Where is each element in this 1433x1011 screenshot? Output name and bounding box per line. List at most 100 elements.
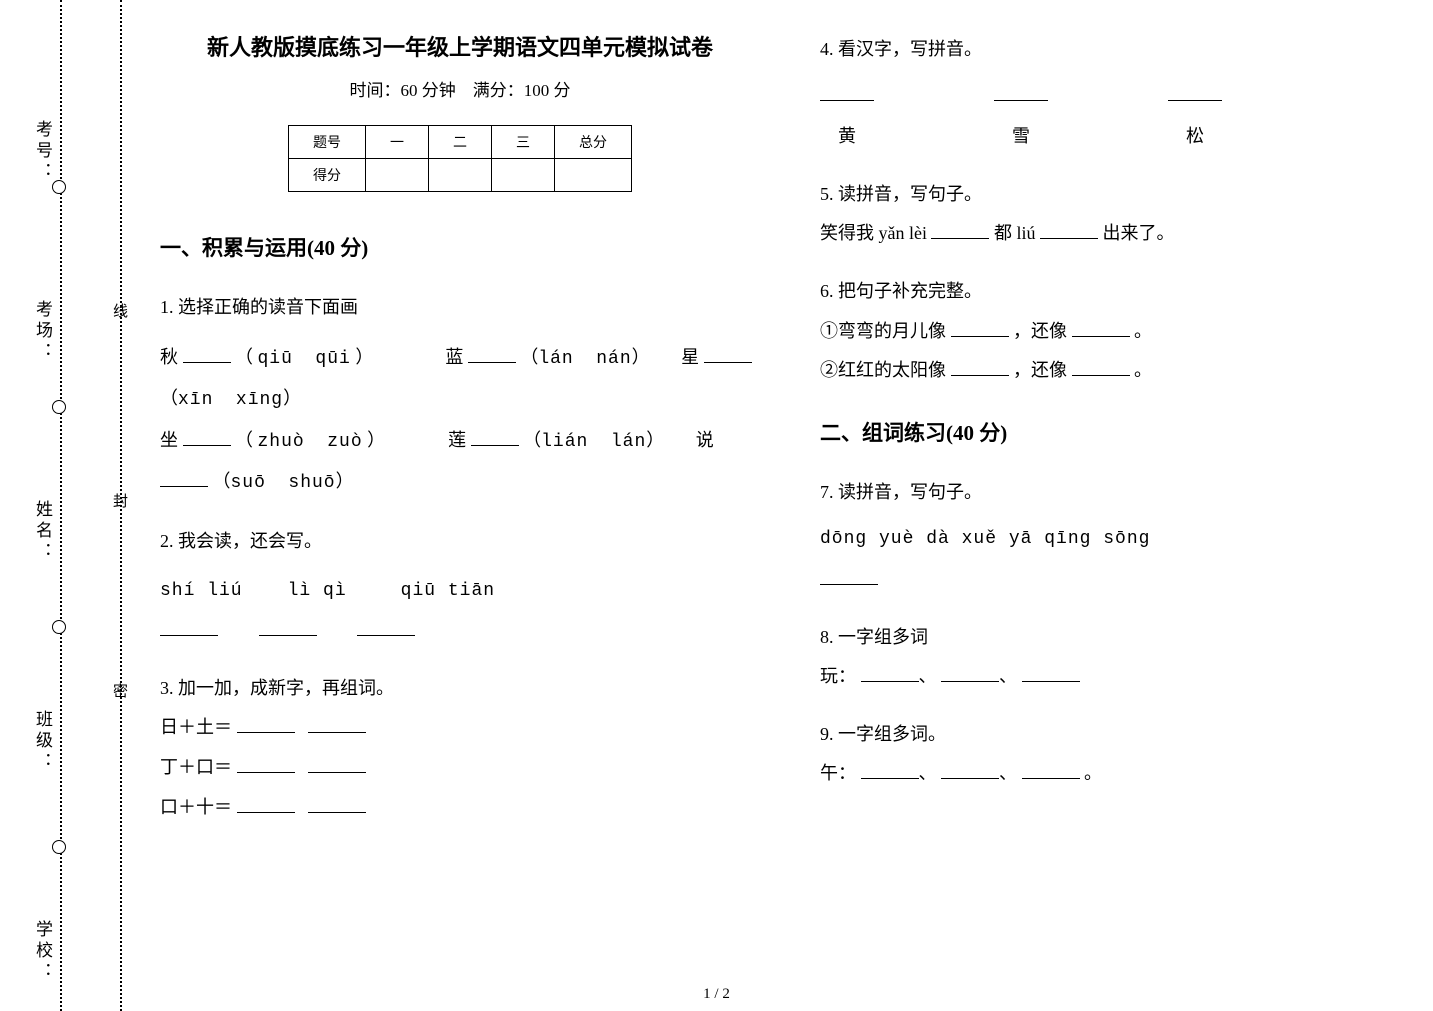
field-school: 学校： [30, 920, 55, 983]
td-blank [492, 159, 555, 192]
cut-word: 密 [113, 680, 128, 701]
answer-blank[interactable] [259, 618, 317, 636]
q1-opt: nán [596, 349, 631, 369]
section1-title: 一、积累与运用(40 分) [160, 232, 760, 262]
answer-blank[interactable] [994, 81, 1048, 101]
answer-blank[interactable] [160, 469, 208, 487]
answer-blank[interactable] [941, 761, 999, 779]
q9: 9. 一字组多词。 午： 、 、 。 [820, 715, 1420, 794]
td-label: 得分 [289, 159, 366, 192]
q2: 2. 我会读，还会写。 shí liú lì qì qiū tiān [160, 522, 760, 651]
exam-page: 新人教版摸底练习一年级上学期语文四单元模拟试卷 时间：60 分钟 满分：100 … [160, 30, 1420, 970]
q9-stem: 9. 一字组多词。 [820, 715, 1420, 755]
answer-blank[interactable] [471, 428, 519, 446]
q8-stem: 8. 一字组多词 [820, 618, 1420, 658]
cut-word: 封 [113, 490, 128, 511]
answer-blank[interactable] [308, 755, 366, 773]
q5-text: 都 liú [994, 223, 1036, 243]
q2-pinyin: lì qì [288, 581, 347, 601]
q6-text: ②红红的太阳像 [820, 360, 946, 380]
q7-pinyin: dōng yuè dà xuě yā qīng sōng [820, 520, 1420, 560]
answer-blank[interactable] [1022, 761, 1080, 779]
q4-stem: 4. 看汉字，写拼音。 [820, 30, 1420, 70]
q3-expr: 丁＋口＝ [160, 757, 232, 777]
answer-blank[interactable] [237, 715, 295, 733]
q3-expr: 日＋土＝ [160, 717, 232, 737]
punch-circle [52, 840, 66, 854]
field-class: 班级： [30, 710, 55, 773]
answer-blank[interactable] [1168, 81, 1222, 101]
answer-blank[interactable] [941, 664, 999, 682]
th-col: 二 [429, 126, 492, 159]
answer-blank[interactable] [237, 755, 295, 773]
q5-text: 出来了。 [1103, 223, 1175, 243]
td-blank [429, 159, 492, 192]
table-row: 题号 一 二 三 总分 [289, 126, 632, 159]
q1-opt: lán [611, 432, 646, 452]
answer-blank[interactable] [1040, 221, 1098, 239]
answer-blank[interactable] [468, 345, 516, 363]
q1-item-ch: 星 [681, 347, 699, 367]
q4-char: 黄 [820, 117, 874, 157]
q1-opt: zhuò [258, 432, 305, 452]
punch-circle [52, 620, 66, 634]
q4-char: 雪 [994, 117, 1048, 157]
answer-blank[interactable] [357, 618, 415, 636]
q5: 5. 读拼音，写句子。 笑得我 yǎn lèi 都 liú 出来了。 [820, 175, 1420, 254]
q9-lead: 午： [820, 763, 856, 783]
answer-blank[interactable] [237, 795, 295, 813]
field-room: 考场： [30, 300, 55, 363]
answer-blank[interactable] [951, 319, 1009, 337]
q8-lead: 玩： [820, 666, 856, 686]
punch-circle [52, 400, 66, 414]
q4: 4. 看汉字，写拼音。 黄 雪 松 [820, 30, 1420, 157]
answer-blank[interactable] [1022, 664, 1080, 682]
field-number: 考号： [30, 120, 55, 183]
q1-opt: xīng [236, 390, 283, 410]
q6-text: ，还像 [1013, 321, 1067, 341]
answer-blank[interactable] [183, 345, 231, 363]
page-number: 1 / 2 [703, 986, 730, 1003]
answer-blank[interactable] [861, 664, 919, 682]
answer-blank[interactable] [951, 358, 1009, 376]
q5-text: 笑得我 yǎn lèi [820, 223, 927, 243]
q2-stem: 2. 我会读，还会写。 [160, 522, 760, 562]
q1-opt: lán [538, 349, 573, 369]
q3: 3. 加一加，成新字，再组词。 日＋土＝ 丁＋口＝ 口＋十＝ [160, 669, 760, 827]
exam-title: 新人教版摸底练习一年级上学期语文四单元模拟试卷 [160, 30, 760, 62]
answer-blank[interactable] [183, 428, 231, 446]
answer-blank[interactable] [308, 795, 366, 813]
q6: 6. 把句子补充完整。 ①弯弯的月儿像 ，还像 。 ②红红的太阳像 ，还像 。 [820, 272, 1420, 391]
answer-blank[interactable] [1072, 319, 1130, 337]
score-table: 题号 一 二 三 总分 得分 [288, 125, 632, 192]
td-blank [366, 159, 429, 192]
answer-blank[interactable] [1072, 358, 1130, 376]
q1-opt: qiū [258, 349, 293, 369]
answer-blank[interactable] [160, 618, 218, 636]
answer-blank[interactable] [820, 81, 874, 101]
binding-margin: 密 封 线 学校： 班级： 姓名： 考场： 考号： [0, 0, 140, 1011]
q2-pinyin: qiū tiān [401, 581, 495, 601]
th-total: 总分 [555, 126, 632, 159]
th-col: 一 [366, 126, 429, 159]
q1-stem: 1. 选择正确的读音下面画 [160, 288, 760, 328]
q7-stem: 7. 读拼音，写句子。 [820, 473, 1420, 513]
q4-char: 松 [1168, 117, 1222, 157]
q6-stem: 6. 把句子补充完整。 [820, 272, 1420, 312]
q1: 1. 选择正确的读音下面画 秋 （ qiū qūi ） 蓝 （lán nán） … [160, 288, 760, 504]
answer-blank[interactable] [704, 345, 752, 363]
q6-text: ，还像 [1013, 360, 1067, 380]
answer-blank[interactable] [931, 221, 989, 239]
dotted-line-inner [60, 0, 62, 1011]
answer-blank[interactable] [861, 761, 919, 779]
q1-item-ch: 莲 [448, 430, 466, 450]
q2-pinyin: shí liú [160, 581, 243, 601]
q6-text: ①弯弯的月儿像 [820, 321, 946, 341]
q6-text: 。 [1134, 321, 1152, 341]
q1-opt: qūi [315, 349, 350, 369]
answer-blank[interactable] [820, 567, 878, 585]
q1-opt: suō [231, 473, 266, 493]
answer-blank[interactable] [308, 715, 366, 733]
section2-title: 二、组词练习(40 分) [820, 417, 1420, 447]
q7: 7. 读拼音，写句子。 dōng yuè dà xuě yā qīng sōng [820, 473, 1420, 600]
